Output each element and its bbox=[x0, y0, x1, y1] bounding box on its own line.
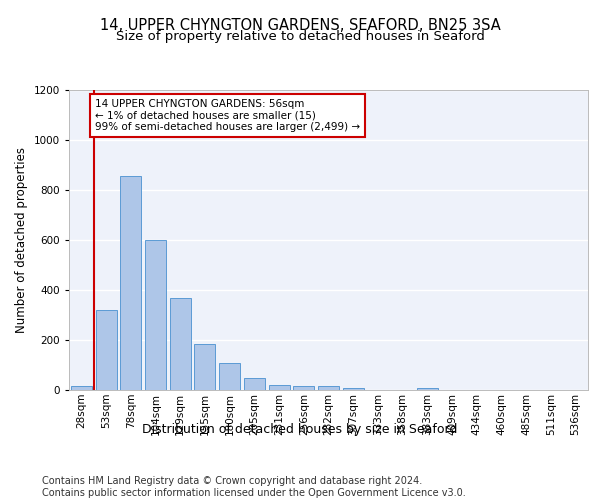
Bar bbox=[343, 388, 364, 390]
Y-axis label: Number of detached properties: Number of detached properties bbox=[15, 147, 28, 333]
Text: 14 UPPER CHYNGTON GARDENS: 56sqm
← 1% of detached houses are smaller (15)
99% of: 14 UPPER CHYNGTON GARDENS: 56sqm ← 1% of… bbox=[95, 99, 360, 132]
Text: Contains HM Land Registry data © Crown copyright and database right 2024.
Contai: Contains HM Land Registry data © Crown c… bbox=[42, 476, 466, 498]
Bar bbox=[269, 384, 290, 390]
Bar bbox=[145, 240, 166, 390]
Bar bbox=[318, 386, 339, 390]
Bar bbox=[293, 386, 314, 390]
Bar bbox=[170, 298, 191, 390]
Text: Size of property relative to detached houses in Seaford: Size of property relative to detached ho… bbox=[116, 30, 484, 43]
Bar bbox=[71, 386, 92, 390]
Bar bbox=[219, 363, 240, 390]
Bar bbox=[120, 176, 141, 390]
Text: Distribution of detached houses by size in Seaford: Distribution of detached houses by size … bbox=[142, 422, 458, 436]
Bar bbox=[95, 310, 116, 390]
Bar bbox=[194, 344, 215, 390]
Text: 14, UPPER CHYNGTON GARDENS, SEAFORD, BN25 3SA: 14, UPPER CHYNGTON GARDENS, SEAFORD, BN2… bbox=[100, 18, 500, 32]
Bar bbox=[417, 388, 438, 390]
Bar bbox=[244, 378, 265, 390]
